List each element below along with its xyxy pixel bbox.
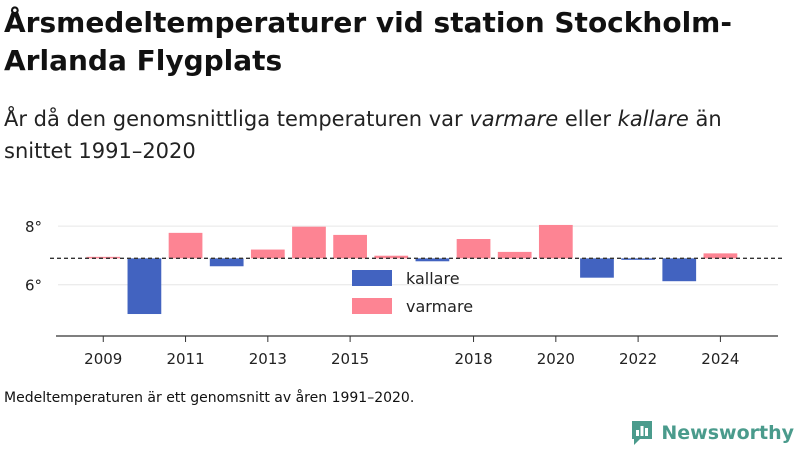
bars bbox=[86, 224, 738, 315]
bar-2022 bbox=[621, 258, 655, 260]
bar-2023 bbox=[662, 258, 697, 282]
subtitle-colder-word: kallare bbox=[617, 107, 689, 131]
footnote: Medeltemperaturen är ett genomsnitt av å… bbox=[4, 390, 415, 406]
y-tick-label-8: 8° bbox=[25, 218, 42, 236]
bar-2020 bbox=[538, 224, 573, 259]
x-tick-label-2024: 2024 bbox=[701, 350, 739, 368]
legend-label-colder: kallare bbox=[406, 269, 460, 288]
grid-lines bbox=[58, 225, 778, 286]
subtitle-part-3: än snittet 1991–2020 bbox=[4, 107, 722, 163]
legend: kallare varmare bbox=[352, 269, 473, 316]
bar-2015 bbox=[333, 234, 367, 259]
chart-title: Årsmedeltemperaturer vid station Stockho… bbox=[4, 6, 732, 77]
x-tick-label-2015: 2015 bbox=[331, 350, 369, 368]
x-tick-label-2018: 2018 bbox=[454, 350, 492, 368]
legend-swatch-colder bbox=[352, 270, 392, 286]
subtitle-part-2: eller bbox=[558, 107, 618, 131]
x-tick-label-2011: 2011 bbox=[166, 350, 204, 368]
subtitle-warmer-word: varmare bbox=[469, 107, 559, 131]
x-tick-label-2022: 2022 bbox=[619, 350, 657, 368]
axes: 6° 8° 2009 2011 2013 2015 2018 2020 2022 2024 bbox=[25, 218, 778, 368]
bar-2021 bbox=[580, 258, 614, 278]
bar-chart: 6° 8° 2009 2011 2013 2015 2018 2020 2022 2024 kal… bbox=[25, 218, 782, 368]
bar-2012 bbox=[209, 258, 244, 267]
legend-swatch-warmer bbox=[352, 298, 392, 314]
chart-subtitle: År då den genomsnittliga temperaturen va… bbox=[4, 103, 794, 167]
bar-2010 bbox=[127, 258, 162, 315]
bar-2017 bbox=[415, 258, 450, 262]
bar-2024 bbox=[703, 253, 738, 259]
bar-2019 bbox=[497, 251, 532, 259]
brand-logo: Newsworthy bbox=[630, 418, 794, 448]
legend-label-warmer: varmare bbox=[406, 297, 473, 316]
subtitle-part-1: År då den genomsnittliga temperaturen va… bbox=[4, 107, 470, 131]
x-tick-label-2020: 2020 bbox=[537, 350, 575, 368]
bar-chart-logo-icon bbox=[632, 421, 653, 445]
y-tick-label-6: 6° bbox=[25, 277, 42, 295]
bar-2011 bbox=[168, 232, 203, 259]
x-tick-label-2013: 2013 bbox=[249, 350, 287, 368]
x-tick-label-2009: 2009 bbox=[84, 350, 122, 368]
bar-2018 bbox=[456, 239, 491, 259]
bar-2014 bbox=[292, 226, 326, 259]
bar-2016 bbox=[374, 255, 409, 259]
brand-name: Newsworthy bbox=[661, 422, 794, 444]
bar-2013 bbox=[250, 249, 285, 259]
bar-2009 bbox=[86, 256, 121, 259]
